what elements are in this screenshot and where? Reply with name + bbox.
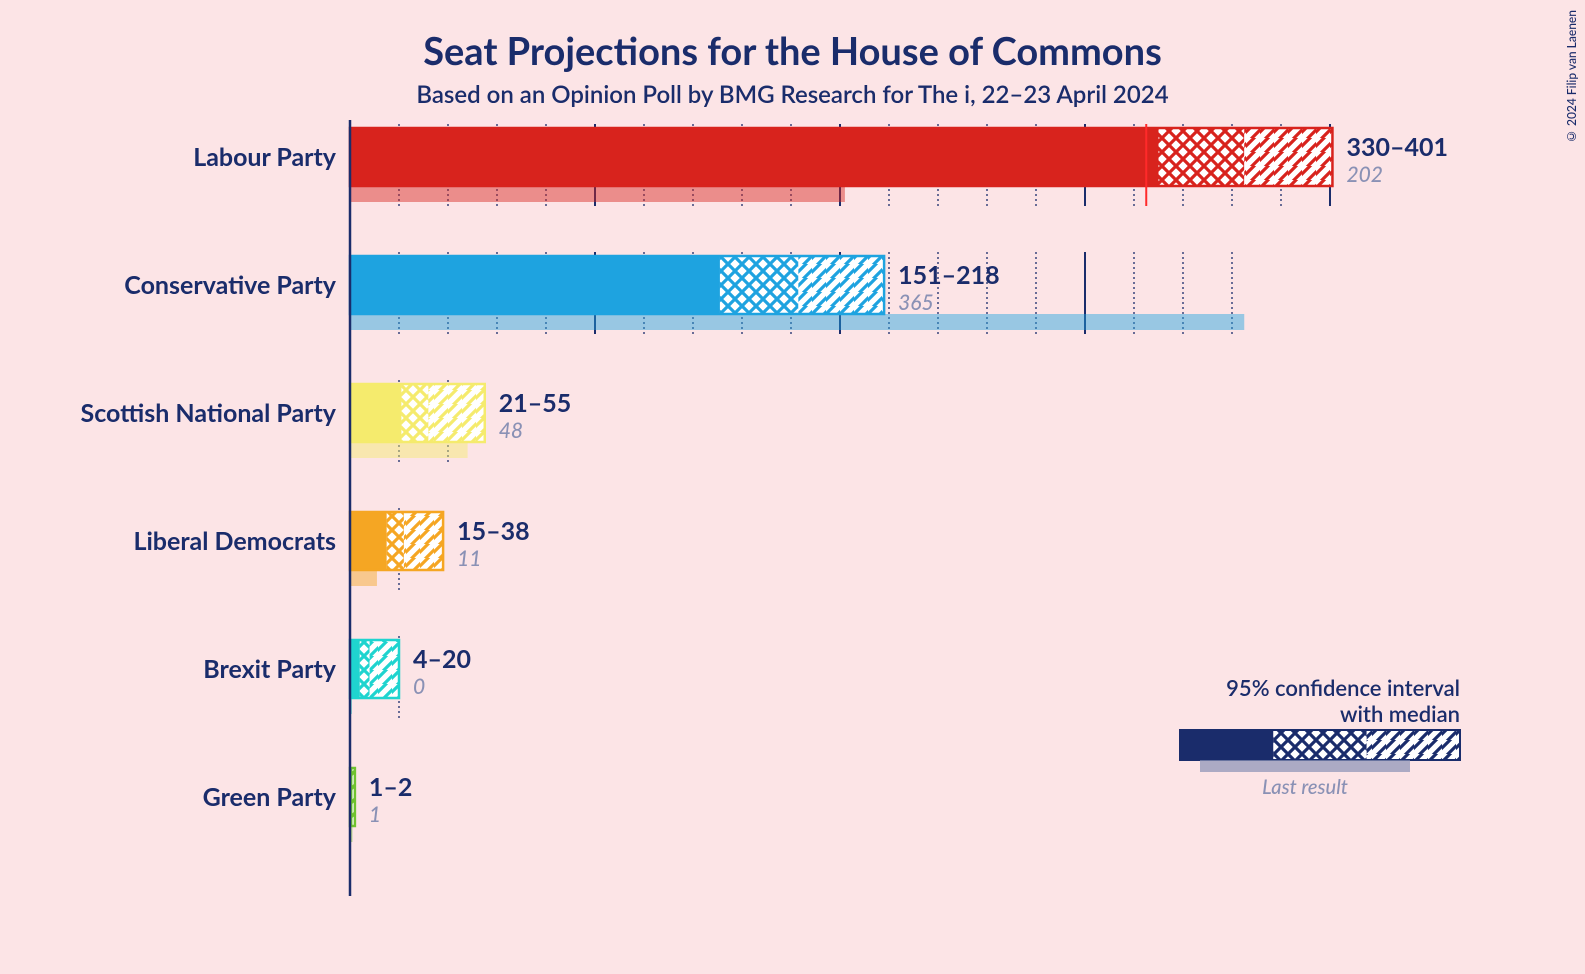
bar-ci-lower (360, 640, 370, 698)
last-value: 202 (1346, 162, 1383, 187)
party-label: Green Party (203, 782, 337, 812)
bar-solid (350, 128, 1159, 186)
bar-last-result (350, 186, 845, 202)
last-value: 0 (413, 674, 425, 699)
legend-ci-line2: with median (1340, 700, 1460, 727)
last-value: 1 (369, 802, 381, 827)
last-value: 365 (898, 290, 934, 315)
chart-subtitle: Based on an Opinion Poll by BMG Research… (0, 80, 1585, 109)
last-value: 11 (457, 546, 481, 571)
bar-last-result (350, 442, 468, 458)
party-label: Labour Party (193, 142, 337, 172)
legend-diag (1367, 730, 1460, 760)
bar-ci-upper (428, 384, 484, 442)
range-value: 151–218 (898, 260, 1000, 290)
chart-title: Seat Projections for the House of Common… (0, 0, 1585, 74)
range-value: 330–401 (1346, 132, 1448, 162)
range-value: 21–55 (499, 388, 572, 418)
last-value: 48 (499, 418, 523, 443)
range-value: 4–20 (413, 644, 471, 674)
bar-ci-lower (401, 384, 428, 442)
bar-ci-lower (1159, 128, 1245, 186)
bar-solid (350, 640, 360, 698)
bar-solid (350, 256, 720, 314)
range-value: 1–2 (369, 772, 413, 802)
bar-ci-upper (404, 512, 443, 570)
legend-ci-line1: 95% confidence interval (1226, 674, 1460, 701)
party-label: Scottish National Party (81, 398, 337, 428)
legend-cross (1273, 730, 1366, 760)
bar-last-result (350, 314, 1244, 330)
bar-ci-lower (387, 512, 404, 570)
bar-ci-lower (720, 256, 798, 314)
party-label: Conservative Party (124, 270, 337, 300)
party-label: Brexit Party (203, 654, 337, 684)
bar-ci-upper (798, 256, 884, 314)
legend-last-label: Last result (1262, 775, 1348, 799)
bar-ci-upper (370, 640, 399, 698)
legend-last-bar (1200, 760, 1410, 772)
party-label: Liberal Democrats (133, 526, 336, 556)
seat-projection-chart: Labour Party 330–401202 Conservative Party… (0, 110, 1585, 970)
legend-solid (1180, 730, 1273, 760)
bar-ci-upper (1244, 128, 1332, 186)
bar-solid (350, 512, 387, 570)
range-value: 15–38 (457, 516, 530, 546)
bar-last-result (350, 570, 377, 586)
bar-solid (350, 384, 401, 442)
